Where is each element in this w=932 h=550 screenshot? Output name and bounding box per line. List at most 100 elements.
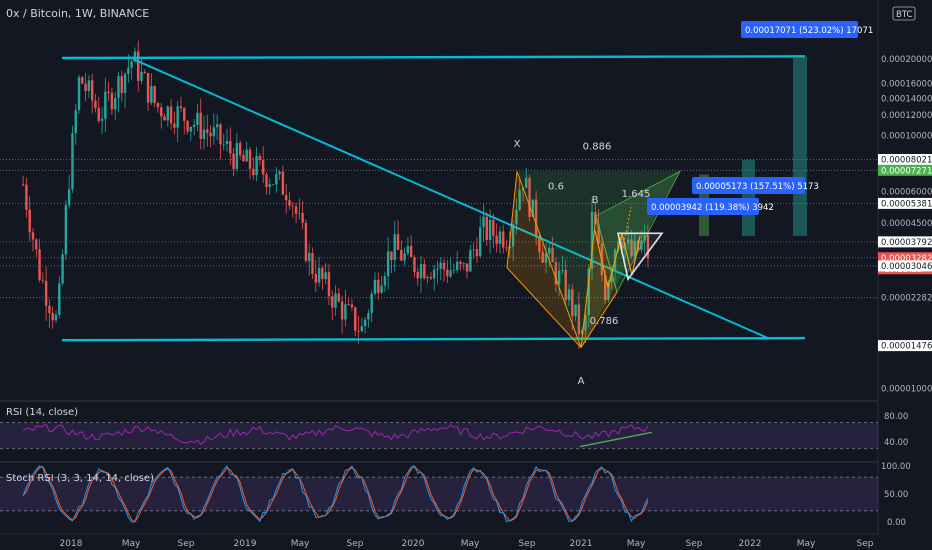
x-tick-label: Sep (178, 539, 195, 549)
target-box-1 (793, 56, 807, 237)
candle-body (409, 246, 413, 257)
candle-body (459, 261, 462, 264)
candle-body (192, 124, 196, 127)
candle-body (383, 276, 387, 286)
price-tag (878, 340, 932, 352)
candle-body (288, 200, 291, 206)
candle-body (196, 112, 199, 125)
candle-body (413, 256, 416, 273)
pattern-label: A (578, 376, 585, 387)
candle-body (183, 108, 186, 121)
x-tick-label: May (122, 539, 141, 549)
candle-body (202, 129, 206, 139)
target-label-box (692, 177, 805, 194)
candle-body (626, 239, 630, 244)
candle-body (35, 239, 38, 250)
x-tick-label: 2020 (402, 539, 425, 549)
candle-body (235, 143, 239, 169)
candle-body (492, 219, 495, 236)
candle-body (429, 277, 433, 279)
candle-body (580, 330, 584, 335)
candle-body (84, 83, 87, 91)
candle-body (432, 269, 436, 279)
candle-body (528, 177, 531, 217)
candle-body (324, 272, 327, 279)
candle-body (344, 304, 347, 320)
candle-body (166, 106, 170, 121)
pattern-xa-leg (506, 171, 582, 348)
candle-body (630, 239, 633, 257)
candle-body (603, 275, 607, 301)
candle-body (327, 272, 331, 297)
target-label-text: 0.00003942 (119.38%) 3942 (651, 203, 774, 213)
candle-body (261, 159, 265, 175)
candle-body (248, 149, 252, 169)
candle-body (143, 71, 146, 74)
wedge-triangle (617, 232, 664, 282)
channel-bottom-line (61, 336, 806, 342)
price-tag-label: 0.00008021 (881, 156, 932, 166)
price-tag (878, 260, 932, 272)
candle-body (186, 120, 189, 132)
candle-body (567, 289, 571, 301)
candle-body (363, 319, 367, 327)
target-label-box (647, 198, 759, 215)
candle-body (44, 280, 48, 306)
candle-body (113, 97, 117, 110)
candle-body (620, 240, 623, 250)
candle-body (525, 177, 528, 188)
channel-top-line (61, 55, 806, 60)
x-tick-label: Sep (347, 539, 364, 549)
candle-body (502, 231, 505, 248)
candle-body (505, 247, 508, 249)
y-tick-label: 0.00016000 (881, 80, 932, 90)
candle-body (120, 76, 123, 93)
candle-body (400, 249, 403, 261)
candle-body (396, 234, 400, 250)
candle-body (222, 143, 225, 145)
price-tag (878, 164, 932, 176)
stoch-tick-label: 50.00 (884, 490, 908, 500)
candle-body (597, 224, 600, 244)
candle-body (574, 304, 577, 317)
candle-body (238, 143, 242, 156)
candle-body (104, 91, 107, 119)
candle-body (206, 129, 209, 133)
candle-body (209, 132, 212, 137)
candle-body (41, 279, 45, 281)
candle-body (281, 171, 285, 195)
candle-body (406, 246, 410, 254)
stoch-band (0, 477, 878, 511)
candle-body (541, 252, 544, 263)
candle-body (452, 269, 456, 271)
candle-body (298, 213, 301, 214)
candle-body (173, 123, 176, 128)
x-tick-label: Sep (686, 539, 703, 549)
candle-body (331, 296, 334, 308)
candle-body (472, 249, 475, 251)
price-tag-label: 0.00005381 (881, 199, 932, 209)
candle-body (587, 268, 590, 316)
price-tag (878, 197, 932, 209)
candle-body (607, 282, 610, 301)
candle-body (94, 100, 97, 109)
candle-body (446, 269, 449, 277)
candle-body (291, 205, 294, 207)
candle-body (367, 313, 370, 320)
rsi-tick-label: 80.00 (884, 412, 908, 422)
pattern-label: B (592, 195, 599, 206)
candle-body (511, 224, 515, 247)
x-tick-label: 2022 (739, 539, 762, 549)
candle-body (633, 240, 636, 257)
candle-body (163, 116, 166, 121)
candle-body (301, 213, 304, 223)
candle-body (31, 232, 35, 240)
candle-body (360, 326, 364, 332)
candle-body (189, 126, 193, 132)
y-tick-label: 0.00012000 (881, 111, 932, 121)
candle-body (610, 269, 613, 283)
candle-body (67, 189, 71, 206)
candle-body (544, 253, 548, 263)
rsi-title: RSI (14, close) (6, 407, 78, 418)
